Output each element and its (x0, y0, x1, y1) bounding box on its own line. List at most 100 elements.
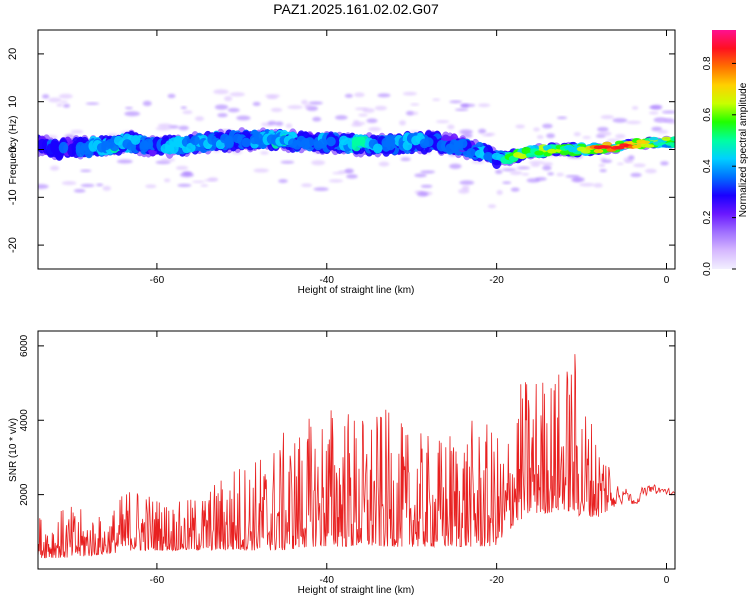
colorbar-tick-label: 0.8 (702, 56, 713, 70)
heatmap-cell (241, 137, 251, 148)
heatmap-cell (48, 97, 62, 103)
heatmap-cell (542, 165, 552, 171)
heatmap-cell (600, 115, 614, 120)
heatmap-cell (546, 133, 555, 139)
heatmap-cell (50, 165, 60, 171)
heatmap-cell (130, 135, 141, 145)
heatmap-cell (368, 127, 382, 132)
heatmap-cell (656, 118, 671, 123)
heatmap-cell (125, 106, 133, 110)
heatmap-cell (515, 124, 525, 129)
heatmap-cell (644, 144, 655, 148)
spectrogram-heatmap (38, 89, 675, 209)
heatmap-cell (85, 102, 100, 105)
heatmap-cell (651, 126, 663, 132)
heatmap-cell (530, 163, 541, 167)
heatmap-cell (466, 148, 476, 157)
heatmap-cell (346, 174, 358, 179)
heatmap-cell (354, 92, 365, 98)
heatmap-cell (414, 173, 427, 178)
heatmap-cell (597, 131, 612, 137)
heatmap-cell (436, 120, 450, 124)
heatmap-cell (661, 110, 675, 114)
heatmap-cell (38, 138, 48, 151)
heatmap-cell (253, 168, 269, 173)
y-tick-label: -10 (7, 189, 19, 205)
heatmap-cell (278, 179, 288, 183)
heatmap-cell (366, 118, 378, 124)
heatmap-cell (542, 162, 553, 166)
heatmap-cell (432, 98, 441, 101)
heatmap-cell (163, 178, 171, 183)
heatmap-cell (175, 165, 189, 171)
heatmap-cell (601, 159, 613, 163)
heatmap-cell (236, 115, 251, 121)
snr-line-layer (38, 354, 675, 559)
y-tick-label: 6000 (19, 334, 30, 357)
heatmap-cell (229, 92, 245, 97)
heatmap-cell (164, 144, 175, 155)
heatmap-cell (73, 188, 86, 193)
heatmap-cell (631, 144, 642, 149)
heatmap-cell (358, 113, 368, 117)
spectrogram-x-label: Height of straight line (km) (298, 285, 415, 296)
x-tick-label: -60 (150, 575, 165, 586)
heatmap-cell (445, 143, 455, 154)
heatmap-cell (301, 183, 313, 188)
x-tick-label: -40 (320, 275, 335, 286)
heatmap-cell (400, 157, 411, 161)
snr-series-line (38, 354, 675, 559)
heatmap-cell (633, 163, 646, 168)
heatmap-cell (483, 153, 493, 161)
heatmap-cell (313, 187, 329, 192)
heatmap-cell (573, 132, 581, 137)
colorbar-scale (712, 30, 736, 269)
heatmap-cell (200, 184, 209, 187)
heatmap-cell (593, 183, 603, 188)
heatmap-cell (615, 134, 626, 139)
heatmap-cell (160, 157, 176, 162)
x-tick-label: -40 (320, 575, 335, 586)
heatmap-cell (232, 133, 243, 144)
heatmap-cell (559, 149, 570, 156)
figure-title: PAZ1.2025.161.02.02.G07 (273, 1, 439, 17)
heatmap-cell (38, 184, 49, 189)
snr-x-label: Height of straight line (km) (298, 585, 415, 596)
colorbar-label: Normalized spectral amplitude (738, 82, 749, 217)
heatmap-cell (301, 99, 308, 105)
heatmap-cell (449, 163, 462, 169)
heatmap-cell (410, 103, 420, 106)
heatmap-cell (542, 145, 553, 150)
heatmap-cell (669, 120, 675, 124)
heatmap-cell (58, 141, 69, 154)
heatmap-cell (56, 103, 64, 107)
heatmap-cell (70, 129, 84, 134)
heatmap-cell (96, 183, 104, 187)
heatmap-cell (525, 152, 536, 158)
colorbar-ticks: 0.0 0.2 0.4 0.6 0.8 (702, 56, 736, 276)
snr-y-label: SNR (10 * v/v) (8, 418, 19, 482)
heatmap-cell (454, 108, 469, 111)
heatmap-cell (409, 111, 419, 115)
heatmap-cell (665, 142, 675, 146)
heatmap-cell (449, 100, 463, 104)
heatmap-cell (270, 107, 283, 112)
heatmap-cell (547, 172, 554, 176)
heatmap-cell (509, 170, 523, 175)
heatmap-cell (80, 169, 92, 173)
heatmap-cell (399, 120, 406, 126)
heatmap-cell (581, 149, 591, 154)
heatmap-cell (224, 95, 233, 102)
heatmap-cell (477, 103, 491, 108)
heatmap-cell (157, 123, 172, 128)
heatmap-cell (644, 168, 657, 174)
heatmap-cell (487, 204, 497, 209)
heatmap-cell (350, 123, 363, 127)
spectrogram-ticks: -60 -40 -20 0 -20 -10 0 10 20 (7, 30, 675, 286)
heatmap-cell (565, 175, 580, 178)
heatmap-cell (572, 176, 585, 183)
heatmap-cell (194, 116, 205, 122)
x-tick-label: -20 (489, 275, 504, 286)
heatmap-cell (660, 161, 669, 166)
heatmap-cell (495, 169, 503, 175)
